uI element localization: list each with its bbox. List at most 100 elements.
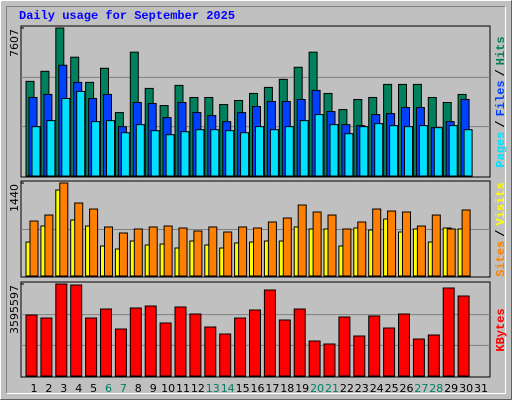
bar: [338, 316, 351, 377]
bar: [238, 226, 248, 277]
bar: [312, 211, 322, 277]
legend-entry: KBytes: [494, 308, 508, 351]
bar: [387, 210, 397, 277]
bar: [89, 208, 99, 277]
bar: [148, 226, 158, 277]
bar: [210, 129, 220, 177]
bar: [374, 123, 384, 177]
x-tick-label: 6: [105, 382, 112, 395]
bar: [299, 120, 309, 177]
bar: [104, 226, 113, 277]
legend: KBytes: [494, 308, 508, 351]
x-tick-label: 18: [280, 382, 294, 395]
bar: [114, 328, 127, 377]
x-tick-label: 12: [191, 382, 205, 395]
legend: Sites / Visits: [494, 182, 508, 276]
bar: [402, 211, 411, 277]
bar: [357, 221, 367, 277]
x-tick-label: 11: [176, 382, 190, 395]
inner-bevel-light: [6, 6, 506, 394]
bar: [446, 228, 456, 277]
x-tick-label: 24: [370, 382, 384, 395]
bar: [61, 97, 71, 177]
bar: [208, 226, 218, 277]
x-tick-label: 13: [206, 382, 220, 395]
bar: [25, 314, 38, 377]
legend-separator: /: [494, 120, 508, 127]
x-tick-label: 21: [325, 382, 339, 395]
bar: [278, 319, 291, 377]
bar: [29, 220, 39, 277]
bar: [193, 230, 203, 277]
x-tick-label: 3: [60, 382, 67, 395]
bar: [267, 221, 277, 277]
bar: [431, 214, 441, 277]
bar: [165, 134, 175, 177]
bar: [91, 121, 101, 177]
bar: [223, 231, 233, 277]
bar: [297, 204, 307, 277]
bar: [180, 131, 190, 177]
bar: [329, 124, 339, 177]
bar: [412, 338, 425, 377]
y-tick-label: 7607: [8, 29, 21, 57]
bar: [133, 228, 143, 277]
bar: [44, 214, 54, 277]
bar: [253, 227, 262, 277]
legend-separator: /: [494, 69, 508, 76]
x-tick-label: 27: [414, 382, 428, 395]
x-tick-label: 29: [444, 382, 458, 395]
bar: [255, 126, 264, 177]
bar: [359, 126, 369, 177]
legend-entry: Hits: [494, 36, 508, 65]
x-tick-label: 1: [31, 382, 38, 395]
bar: [129, 307, 142, 377]
bar: [327, 214, 337, 277]
bar: [372, 208, 382, 277]
bar: [234, 317, 247, 377]
bar: [100, 308, 112, 377]
legend: Pages / Files / Hits: [494, 36, 508, 167]
bar: [293, 308, 306, 377]
bar: [308, 340, 321, 377]
bar: [70, 284, 83, 377]
x-tick-label: 25: [385, 382, 399, 395]
bar: [323, 343, 336, 377]
bar: [76, 90, 86, 177]
bar: [342, 228, 352, 277]
bar: [344, 133, 354, 177]
x-tick-label: 9: [150, 382, 157, 395]
legend-entry: Visits: [494, 182, 508, 225]
x-tick-label: 8: [135, 382, 142, 395]
chart-title: Daily usage for September 2025: [19, 9, 235, 23]
bar: [314, 114, 324, 177]
x-tick-label: 2: [45, 382, 52, 395]
legend-entry: Pages: [494, 132, 508, 168]
x-tick-label: 26: [400, 382, 414, 395]
legend-separator: /: [494, 230, 508, 237]
bar: [433, 127, 443, 177]
bar: [46, 120, 56, 177]
bar: [225, 130, 235, 177]
bar: [135, 124, 145, 177]
bar: [427, 334, 440, 377]
bar: [442, 287, 455, 377]
bar: [189, 313, 202, 377]
bar: [368, 315, 381, 377]
bar: [416, 225, 426, 277]
bar: [195, 129, 205, 177]
bar: [106, 120, 115, 177]
bar: [389, 125, 399, 177]
x-tick-label: 19: [295, 382, 309, 395]
bar: [353, 335, 366, 377]
bar: [59, 182, 69, 277]
bar: [282, 217, 292, 277]
bar: [150, 130, 160, 177]
x-tick-label: 15: [236, 382, 250, 395]
bar: [144, 305, 157, 377]
bar: [383, 327, 396, 377]
legend-entry: Files: [494, 80, 508, 116]
x-tick-label: 30: [459, 382, 473, 395]
x-tick-label: 23: [355, 382, 369, 395]
